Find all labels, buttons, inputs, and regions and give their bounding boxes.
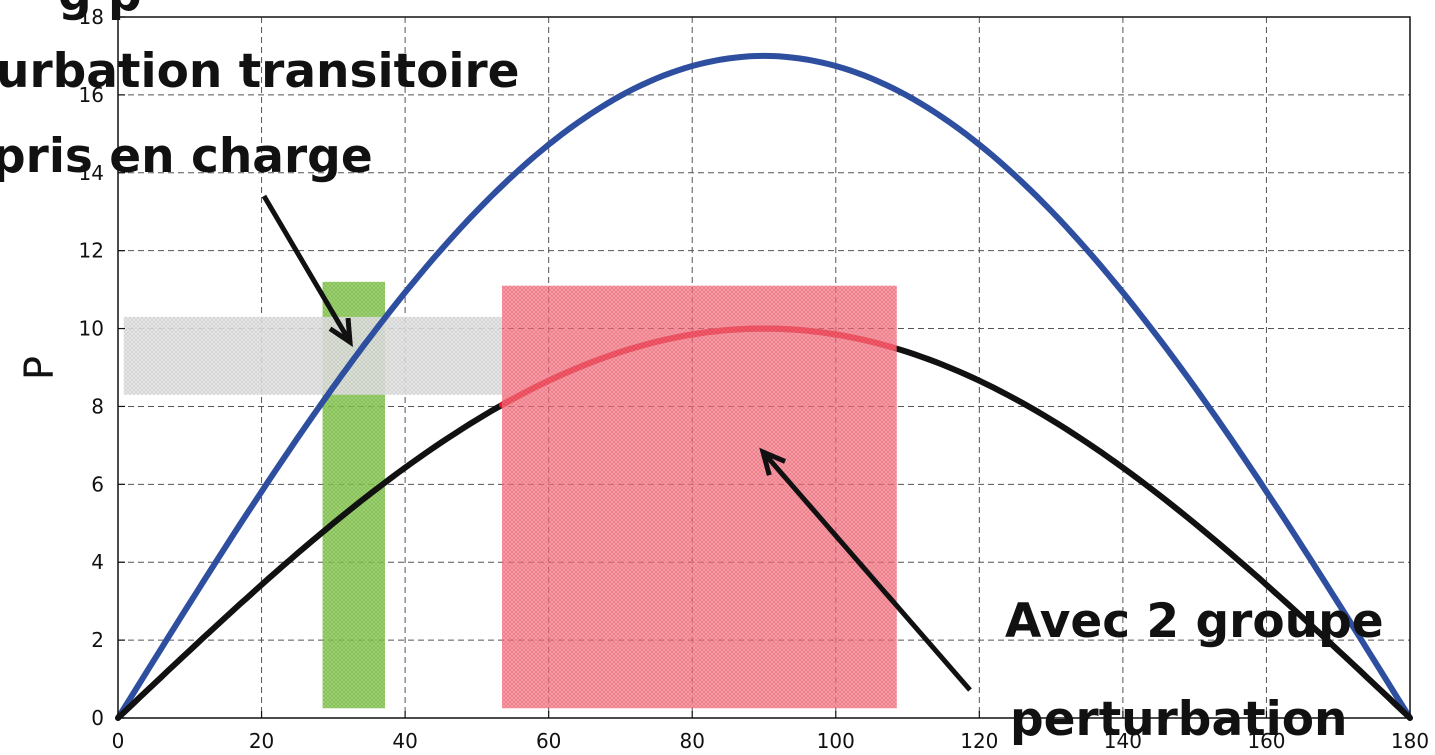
annotation-1-line-2: urbation transitoire — [0, 44, 520, 99]
annotation-2-line-2: perturbation — [1010, 692, 1348, 747]
plot-frame — [117, 16, 1411, 719]
y-tick-label: 0 — [91, 706, 104, 730]
x-tick-label: 100 — [817, 729, 855, 753]
arrow-to-red-region-shaft — [761, 450, 972, 692]
y-tick-label: 8 — [91, 394, 104, 418]
y-tick-label: 16 — [79, 83, 104, 107]
arrow-to-intersection-head — [328, 317, 353, 347]
annotation-arrows — [261, 194, 972, 692]
x-tick-label: 20 — [249, 729, 274, 753]
x-tick-label: 180 — [1391, 729, 1429, 753]
y-tick-label: 14 — [79, 161, 104, 185]
x-tick-label: 140 — [1104, 729, 1142, 753]
y-tick-label: 2 — [91, 628, 104, 652]
y-tick-label: 6 — [91, 472, 104, 496]
x-tick-label: 80 — [679, 729, 704, 753]
grey-band — [123, 316, 503, 395]
arrow-to-red-region-head — [759, 447, 787, 476]
x-tick-label: 160 — [1247, 729, 1285, 753]
regions-over — [502, 285, 897, 709]
regions-under — [123, 281, 503, 709]
y-tick-label: 4 — [91, 550, 104, 574]
axis-ticks: 0 20 40 60 80 100 120 140 160 180 0 2 4 6 8 10 12 14 16 18 — [79, 5, 1430, 753]
y-tick-label: 18 — [79, 5, 104, 29]
annotation-1-line-3: pris en charge — [0, 129, 373, 184]
annotations: g p urbation transitoire pris en charge Ave… — [0, 0, 1384, 747]
x-tick-label: 60 — [536, 729, 561, 753]
x-tick-label: 120 — [960, 729, 998, 753]
annotation-2-line-1: Avec 2 groupe — [1005, 594, 1384, 649]
series-line-1 — [115, 52, 1413, 721]
red-band — [502, 285, 897, 709]
x-tick-label: 0 — [112, 729, 125, 753]
y-axis-label: P — [17, 356, 63, 380]
annotation-1-line-1: g p — [58, 0, 142, 22]
x-tick-label: 40 — [392, 729, 417, 753]
y-tick-label: 10 — [79, 317, 104, 341]
y-tick-label: 12 — [79, 239, 104, 263]
arrow-to-intersection-shaft — [261, 194, 353, 344]
